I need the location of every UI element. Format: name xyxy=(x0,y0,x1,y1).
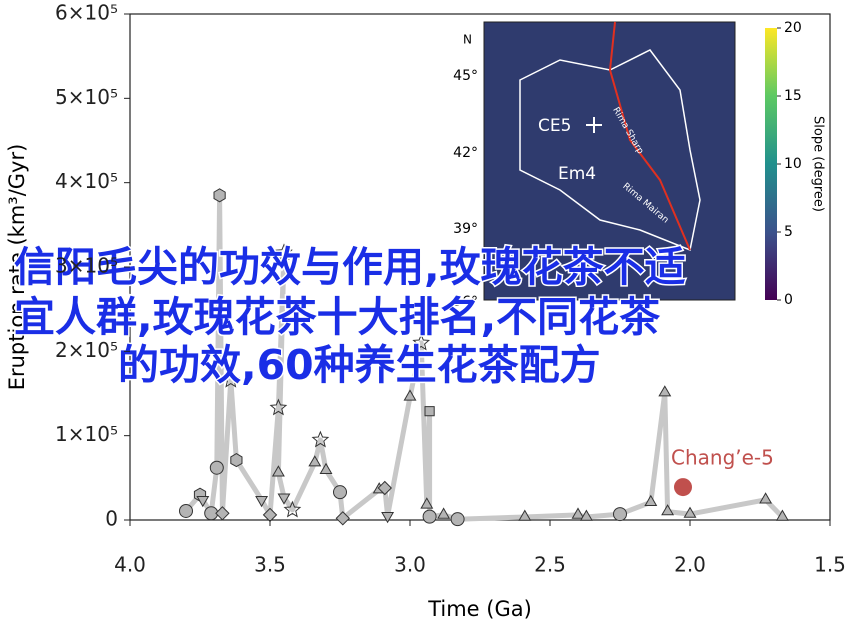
marker xyxy=(271,465,285,477)
marker xyxy=(333,485,347,500)
marker xyxy=(412,333,431,351)
colorbar-tick-label: 0 xyxy=(784,292,793,308)
marker xyxy=(518,509,532,521)
unit-label: Em4 xyxy=(558,164,596,184)
y-tick-label: 5×10⁵ xyxy=(55,85,118,109)
x-tick-label: 4.0 xyxy=(114,553,146,577)
marker xyxy=(661,504,675,516)
x-tick-label: 3.5 xyxy=(254,553,286,577)
x-tick-label: 2.5 xyxy=(534,553,566,577)
marker xyxy=(269,398,288,416)
marker xyxy=(437,507,451,519)
colorbar-tick-label: 15 xyxy=(784,88,802,104)
colorbar xyxy=(765,28,777,300)
lat-label: 42° xyxy=(453,145,478,161)
x-tick-label: 2.0 xyxy=(674,553,706,577)
north-label: N xyxy=(463,33,472,47)
lat-label: 36° xyxy=(453,294,478,310)
annotation-label: Chang’e-5 xyxy=(671,446,774,470)
marker xyxy=(579,509,593,521)
marker xyxy=(319,462,333,474)
marker xyxy=(311,430,330,448)
colorbar-tick-label: 10 xyxy=(784,156,802,172)
site-cross xyxy=(586,117,602,133)
site-label: CE5 xyxy=(538,116,571,136)
y-tick-label: 4×10⁵ xyxy=(55,169,118,193)
marker xyxy=(450,512,465,527)
marker xyxy=(196,496,210,508)
marker xyxy=(255,496,269,508)
x-tick-label: 3.0 xyxy=(394,553,426,577)
marker xyxy=(277,493,291,505)
marker xyxy=(275,243,293,261)
y-tick-label: 3×10⁵ xyxy=(55,254,118,278)
marker xyxy=(420,497,434,509)
marker xyxy=(213,188,226,203)
rille-line xyxy=(608,21,691,251)
y-axis-label: Eruption rate (km³/Gyr) xyxy=(5,144,29,391)
marker xyxy=(571,507,585,519)
y-tick-label: 1×10⁵ xyxy=(55,422,118,446)
marker xyxy=(283,500,302,518)
y-tick-label: 2×10⁵ xyxy=(55,338,118,362)
marker xyxy=(215,506,230,521)
marker xyxy=(335,511,351,526)
marker xyxy=(262,507,278,523)
marker xyxy=(424,406,435,417)
marker xyxy=(683,506,697,518)
y-tick-label: 6×10⁵ xyxy=(55,1,118,25)
marker xyxy=(381,512,395,524)
marker xyxy=(221,370,240,388)
marker xyxy=(403,389,417,401)
marker xyxy=(209,460,224,475)
x-tick-label: 1.5 xyxy=(814,553,846,577)
marker xyxy=(377,480,393,496)
marker xyxy=(759,492,773,504)
lat-label: 39° xyxy=(453,221,478,237)
colorbar-tick-label: 5 xyxy=(784,224,793,240)
x-axis-label: Time (Ga) xyxy=(427,597,532,621)
overlay-title: 的功效,60种养生花茶配方 xyxy=(118,341,601,389)
annotation-point xyxy=(674,478,692,497)
overlay-title: 宜人群,玫瑰花茶十大排名,不同花茶 xyxy=(14,293,661,341)
marker xyxy=(230,453,243,468)
marker xyxy=(775,509,789,521)
marker xyxy=(308,455,322,467)
marker xyxy=(179,503,193,518)
colorbar-label: Slope (degree) xyxy=(811,116,826,212)
marker xyxy=(422,509,437,524)
colorbar-tick-label: 20 xyxy=(784,20,802,36)
marker xyxy=(644,494,658,506)
marker xyxy=(658,385,672,397)
inset-map: N 45° 42° 39° 36° CE5 Em4 Rima Sharp Rim… xyxy=(453,20,825,310)
y-tick-label: 0 xyxy=(105,507,118,531)
lat-label: 45° xyxy=(453,68,478,84)
marker xyxy=(613,507,627,522)
